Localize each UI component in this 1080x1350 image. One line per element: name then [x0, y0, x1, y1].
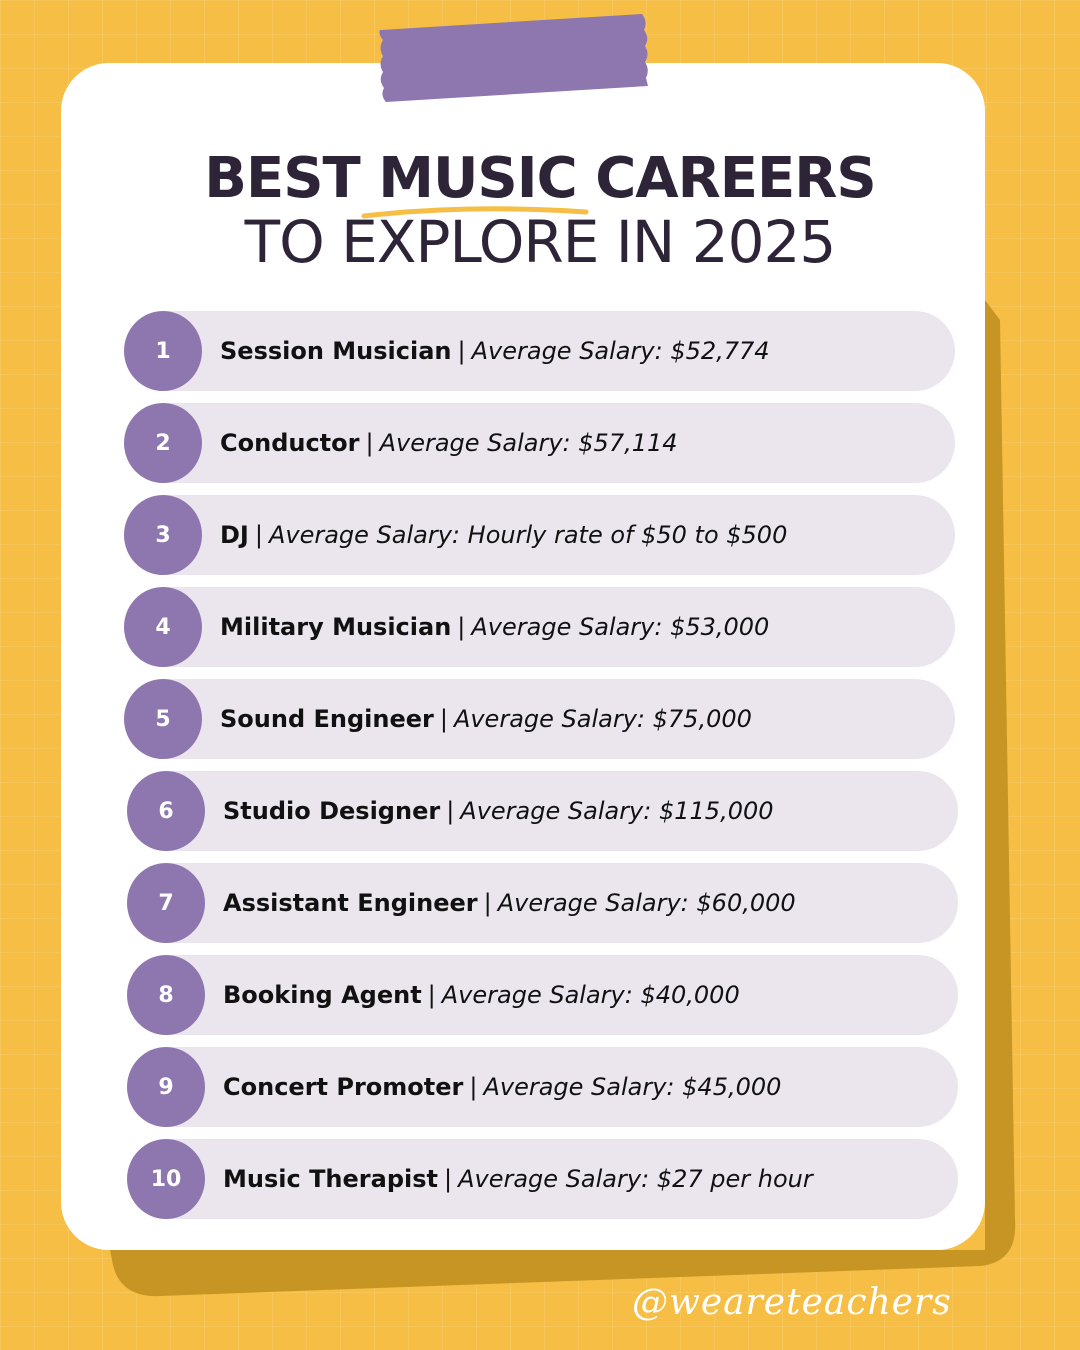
career-row: 10 Music Therapist | Average Salary: $27 p… — [127, 1139, 958, 1219]
salary-label: Average Salary: — [458, 1165, 650, 1193]
salary-label: Average Salary: — [441, 981, 633, 1009]
career-row: 6 Studio Designer | Average Salary: $115,0… — [127, 771, 958, 851]
separator: | — [365, 429, 374, 457]
title-prefix: BEST — [204, 146, 379, 211]
job-title: Music Therapist — [223, 1165, 438, 1193]
salary-label: Average Salary: — [471, 337, 663, 365]
career-text: Concert Promoter | Average Salary: $45,000 — [223, 1047, 781, 1127]
career-row: 9 Concert Promoter | Average Salary: $45,0… — [127, 1047, 958, 1127]
career-text: Conductor | Average Salary: $57,114 — [220, 403, 678, 483]
job-title: Assistant Engineer — [223, 889, 478, 917]
career-text: Assistant Engineer | Average Salary: $60,0… — [223, 863, 796, 943]
salary-label: Average Salary: — [497, 889, 689, 917]
salary-value: $45,000 — [682, 1073, 782, 1101]
rank-badge: 5 — [124, 679, 202, 759]
job-title: Conductor — [220, 429, 360, 457]
rank-badge: 8 — [127, 955, 205, 1035]
career-text: Session Musician | Average Salary: $52,774 — [220, 311, 770, 391]
salary-label: Average Salary: — [460, 797, 652, 825]
career-text: Booking Agent | Average Salary: $40,000 — [223, 955, 740, 1035]
separator: | — [457, 613, 466, 641]
rank-badge: 1 — [124, 311, 202, 391]
career-text: Military Musician | Average Salary: $53,00… — [220, 587, 769, 667]
separator: | — [427, 981, 436, 1009]
job-title: Session Musician — [220, 337, 452, 365]
title-line-2: TO EXPLORE IN 2025 — [244, 208, 837, 276]
career-text: DJ | Average Salary: Hourly rate of $50 to… — [220, 495, 787, 575]
salary-value: $52,774 — [670, 337, 770, 365]
title-highlight: MUSIC — [378, 146, 577, 211]
job-title: Sound Engineer — [220, 705, 434, 733]
job-title: Concert Promoter — [223, 1073, 464, 1101]
salary-value: $57,114 — [578, 429, 678, 457]
salary-label: Average Salary: — [483, 1073, 675, 1101]
rank-badge: 6 — [127, 771, 205, 851]
rank-badge: 4 — [124, 587, 202, 667]
salary-label: Average Salary: — [471, 613, 663, 641]
salary-value: Hourly rate of $50 to $500 — [467, 521, 788, 549]
job-title: DJ — [220, 521, 249, 549]
salary-value: $53,000 — [670, 613, 770, 641]
salary-value: $115,000 — [658, 797, 774, 825]
separator: | — [483, 889, 492, 917]
salary-label: Average Salary: — [268, 521, 461, 549]
separator: | — [254, 521, 263, 549]
career-text: Music Therapist | Average Salary: $27 per … — [223, 1139, 813, 1219]
separator: | — [439, 705, 448, 733]
salary-value: $27 per hour — [656, 1165, 813, 1193]
salary-label: Average Salary: — [453, 705, 645, 733]
tape-decoration — [379, 14, 648, 102]
salary-value: $60,000 — [696, 889, 796, 917]
career-row: 8 Booking Agent | Average Salary: $40,000 — [127, 955, 958, 1035]
salary-label: Average Salary: — [379, 429, 571, 457]
rank-badge: 7 — [127, 863, 205, 943]
career-row: 3 DJ | Average Salary: Hourly rate of $50 … — [124, 495, 955, 575]
career-text: Studio Designer | Average Salary: $115,000 — [223, 771, 774, 851]
job-title: Military Musician — [220, 613, 452, 641]
career-row: 5 Sound Engineer | Average Salary: $75,000 — [124, 679, 955, 759]
separator: | — [457, 337, 466, 365]
separator: | — [469, 1073, 478, 1101]
job-title: Studio Designer — [223, 797, 441, 825]
career-row: 1 Session Musician | Average Salary: $52,7… — [124, 311, 955, 391]
separator: | — [444, 1165, 453, 1193]
rank-badge: 2 — [124, 403, 202, 483]
title-line-1: BEST MUSIC CAREERS — [0, 146, 1080, 211]
separator: | — [446, 797, 455, 825]
career-text: Sound Engineer | Average Salary: $75,000 — [220, 679, 752, 759]
salary-value: $75,000 — [652, 705, 752, 733]
career-row: 7 Assistant Engineer | Average Salary: $60… — [127, 863, 958, 943]
title-suffix: CAREERS — [576, 146, 877, 211]
highlight-underline — [361, 206, 589, 219]
rank-badge: 9 — [127, 1047, 205, 1127]
job-title: Booking Agent — [223, 981, 422, 1009]
rank-badge: 3 — [124, 495, 202, 575]
career-row: 2 Conductor | Average Salary: $57,114 — [124, 403, 955, 483]
career-row: 4 Military Musician | Average Salary: $53,… — [124, 587, 955, 667]
brand-handle: @weareteachers — [632, 1282, 952, 1323]
salary-value: $40,000 — [640, 981, 740, 1009]
rank-badge: 10 — [127, 1139, 205, 1219]
